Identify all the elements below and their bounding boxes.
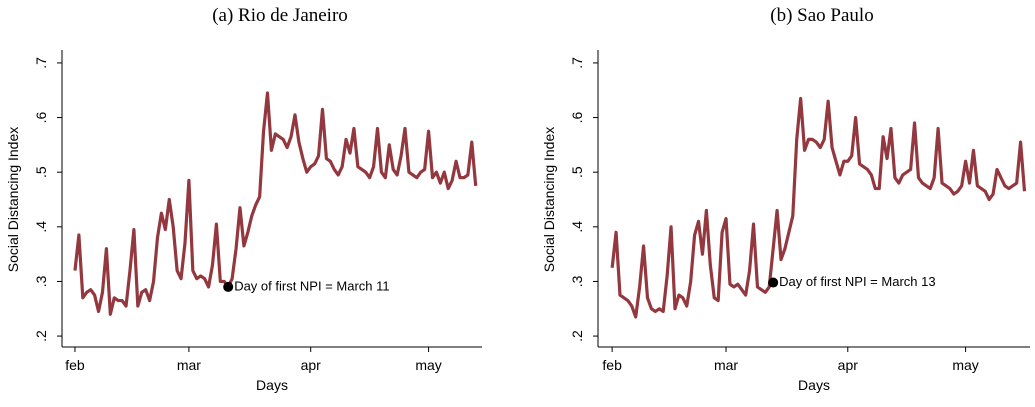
- y-tick-label: .7: [569, 57, 585, 69]
- y-tick-label: .2: [569, 330, 585, 342]
- x-axis-label: Days: [798, 377, 830, 393]
- data-line: [610, 96, 1027, 319]
- annotation-text: Day of first NPI = March 13: [779, 274, 935, 289]
- y-tick-label: .6: [569, 112, 585, 124]
- panel-title: (b) Sao Paulo: [770, 5, 873, 26]
- y-axis-label: Social Distancing Index: [541, 127, 557, 273]
- x-tick-label: apr: [301, 357, 322, 373]
- data-line: [73, 91, 478, 316]
- y-tick-label: .7: [33, 57, 49, 69]
- y-tick-label: .4: [569, 221, 585, 233]
- y-tick-label: .6: [33, 112, 49, 124]
- x-tick-label: mar: [714, 357, 738, 373]
- x-tick-label: may: [952, 357, 978, 373]
- annotation-text: Day of first NPI = March 11: [234, 278, 389, 293]
- y-tick-label: .5: [33, 166, 49, 178]
- y-tick-label: .3: [33, 275, 49, 287]
- x-tick-label: apr: [838, 357, 859, 373]
- annotation-marker: [223, 281, 234, 292]
- x-tick-label: mar: [177, 357, 201, 373]
- x-tick-label: feb: [602, 357, 622, 373]
- x-axis-label: Days: [256, 377, 288, 393]
- x-tick-label: feb: [65, 357, 85, 373]
- y-tick-label: .2: [33, 330, 49, 342]
- panel-title: (a) Rio de Janeiro: [212, 5, 348, 26]
- y-tick-label: .5: [569, 166, 585, 178]
- y-tick-label: .4: [33, 221, 49, 233]
- annotation-marker: [768, 277, 779, 288]
- y-axis-label: Social Distancing Index: [5, 127, 21, 273]
- x-tick-label: may: [415, 357, 441, 373]
- y-tick-label: .3: [569, 275, 585, 287]
